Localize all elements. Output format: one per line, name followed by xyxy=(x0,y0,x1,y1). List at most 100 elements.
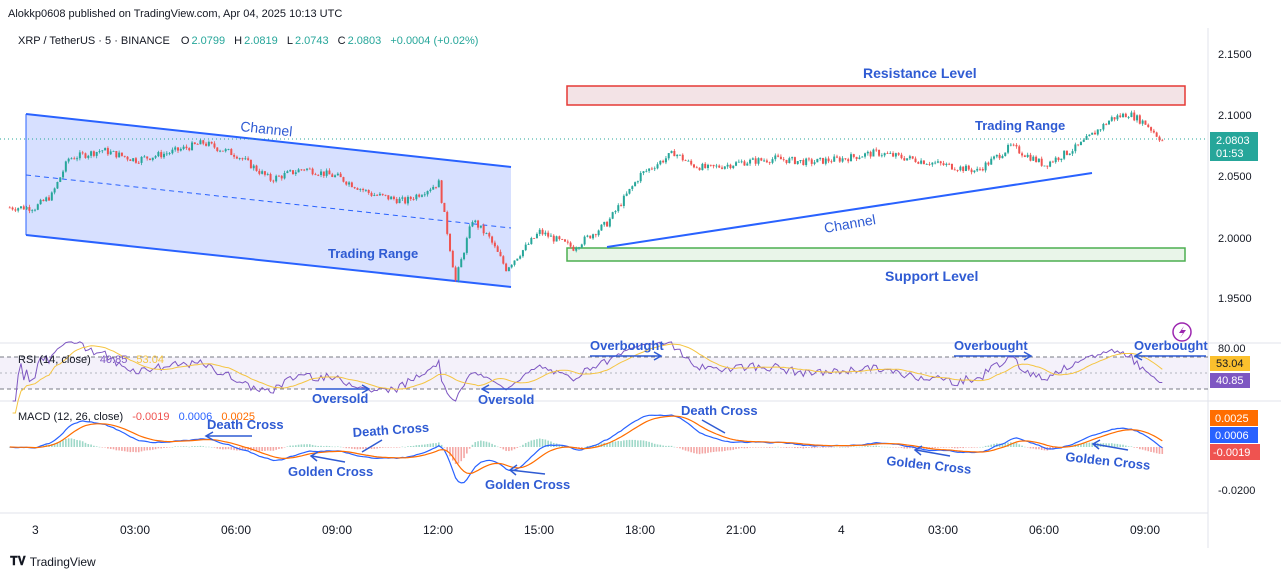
macd-hist-bar xyxy=(541,439,544,447)
candle-body xyxy=(894,153,897,157)
candle-body xyxy=(1136,115,1139,121)
macd-hist-bar xyxy=(513,447,516,450)
time-axis[interactable]: 3 03:00 06:00 09:00 12:00 15:00 18:00 21… xyxy=(32,523,1160,537)
macd-hist-bar xyxy=(707,447,709,453)
macd-hist-bar xyxy=(763,447,765,448)
macd-hist-bar xyxy=(311,444,314,447)
candle-body xyxy=(98,151,101,153)
macd-hist-bar xyxy=(289,445,291,447)
macd-hist-bar xyxy=(104,447,106,448)
resistance-box[interactable] xyxy=(566,85,1186,106)
candle-body xyxy=(306,168,309,170)
rsi-badge xyxy=(1210,373,1250,388)
candle-body xyxy=(1110,117,1113,121)
macd-hist-bar xyxy=(446,447,449,452)
macd-hist-bar xyxy=(8,447,11,448)
alert-lightning-icon[interactable] xyxy=(1172,322,1192,342)
macd-hist-bar xyxy=(597,444,600,447)
candle-body xyxy=(678,154,681,156)
macd-hist-bar xyxy=(931,447,934,449)
candle-body xyxy=(628,188,631,194)
macd-hist-bar xyxy=(387,447,390,448)
rsi-legend[interactable]: RSI (14, close) 40.85 53.04 xyxy=(18,354,166,366)
symbol-legend[interactable]: XRP / TetherUS · 5 · BINANCE O 2.0799 H 2.… xyxy=(18,35,480,47)
rsi-ma-line[interactable] xyxy=(12,343,1163,414)
candle-body xyxy=(59,177,62,182)
candle-body xyxy=(838,157,841,162)
candle-body xyxy=(331,174,334,177)
candle-body xyxy=(92,151,95,156)
macd-hist-bar xyxy=(883,446,886,448)
candle-body xyxy=(266,174,269,175)
publish-attribution: Alokkp0608 published on TradingView.com,… xyxy=(8,8,343,20)
macd-hist-bar xyxy=(70,438,73,447)
macd-hist-bar xyxy=(718,447,721,452)
candle-body xyxy=(286,171,289,174)
candle-body xyxy=(681,154,684,161)
candle-body xyxy=(746,163,749,166)
support-box[interactable] xyxy=(566,247,1186,262)
candle-body xyxy=(148,158,151,160)
candle-body xyxy=(855,156,858,160)
macd-hist-bar xyxy=(867,445,869,447)
macd-hist-bar xyxy=(59,441,62,447)
macd-hist-bar xyxy=(771,447,774,448)
macd-hist-bar xyxy=(182,446,185,447)
x-tick: 21:00 xyxy=(726,523,756,537)
candle-body xyxy=(1124,113,1127,118)
channel-upper-line[interactable] xyxy=(25,113,512,168)
candle-body xyxy=(1144,120,1147,125)
macd-hist-bar xyxy=(729,447,732,451)
ascending-trendline[interactable] xyxy=(606,172,1093,248)
macd-hist-bar xyxy=(979,446,981,448)
macd-hist-bar xyxy=(830,447,833,448)
macd-hist-bar xyxy=(659,444,662,447)
macd-hist-bar xyxy=(1119,444,1122,447)
macd-hist-bar xyxy=(595,444,597,447)
macd-hist-bar xyxy=(819,447,821,448)
macd-hist-bar xyxy=(895,447,897,448)
macd-hist-bar xyxy=(345,447,348,449)
candle-body xyxy=(70,158,73,160)
candle-body xyxy=(25,207,28,210)
macd-hist-bar xyxy=(911,447,914,449)
macd-hist-bar xyxy=(224,447,227,450)
macd-hist-bar xyxy=(1111,443,1113,447)
macd-hist-bar xyxy=(951,447,953,448)
symbol-name[interactable]: XRP / TetherUS · 5 · BINANCE xyxy=(18,35,170,47)
candle-body xyxy=(87,155,90,158)
macd-legend-hist: -0.0019 xyxy=(132,411,170,423)
macd-legend[interactable]: MACD (12, 26, close) -0.0019 0.0006 0.00… xyxy=(18,411,257,423)
macd-signal-line[interactable] xyxy=(9,415,1163,475)
macd-hist-bar xyxy=(499,447,502,448)
ohlc-c-label: C xyxy=(337,35,346,47)
candle-body xyxy=(620,205,623,206)
candle-body xyxy=(446,211,449,234)
macd-hist-bar xyxy=(118,447,120,451)
macd-hist-bar xyxy=(990,444,993,447)
macd-hist-bar xyxy=(496,446,499,448)
macd-hist-bar xyxy=(398,447,401,448)
candle-body xyxy=(291,170,294,174)
macd-hist-bar xyxy=(109,447,112,449)
price-axis[interactable]: 2.1500 2.1000 2.0500 2.0000 1.9500 2.080… xyxy=(1210,49,1260,497)
candle-body xyxy=(154,156,157,158)
macd-hist-bar xyxy=(625,440,628,447)
macd-hist-bar xyxy=(701,447,704,454)
macd-hist-bar xyxy=(339,446,342,448)
macd-legend-label: MACD (12, 26, close) xyxy=(18,411,124,423)
macd-hist-bar xyxy=(959,447,962,448)
candle-body xyxy=(740,161,743,163)
candle-body xyxy=(157,152,160,157)
tradingview-brand[interactable]: 𝐓𝐕 TradingView xyxy=(10,554,96,569)
macd-hist-bar xyxy=(656,444,659,447)
candle-body xyxy=(833,156,836,162)
candlestick-series[interactable] xyxy=(8,110,1164,283)
macd-hist-bar xyxy=(869,446,872,447)
candle-body xyxy=(1119,115,1122,118)
rsi-line[interactable] xyxy=(12,341,1163,402)
macd-hist-bar xyxy=(698,447,701,455)
macd-hist-bar xyxy=(1080,443,1082,447)
channel-lower-line[interactable] xyxy=(25,234,512,288)
